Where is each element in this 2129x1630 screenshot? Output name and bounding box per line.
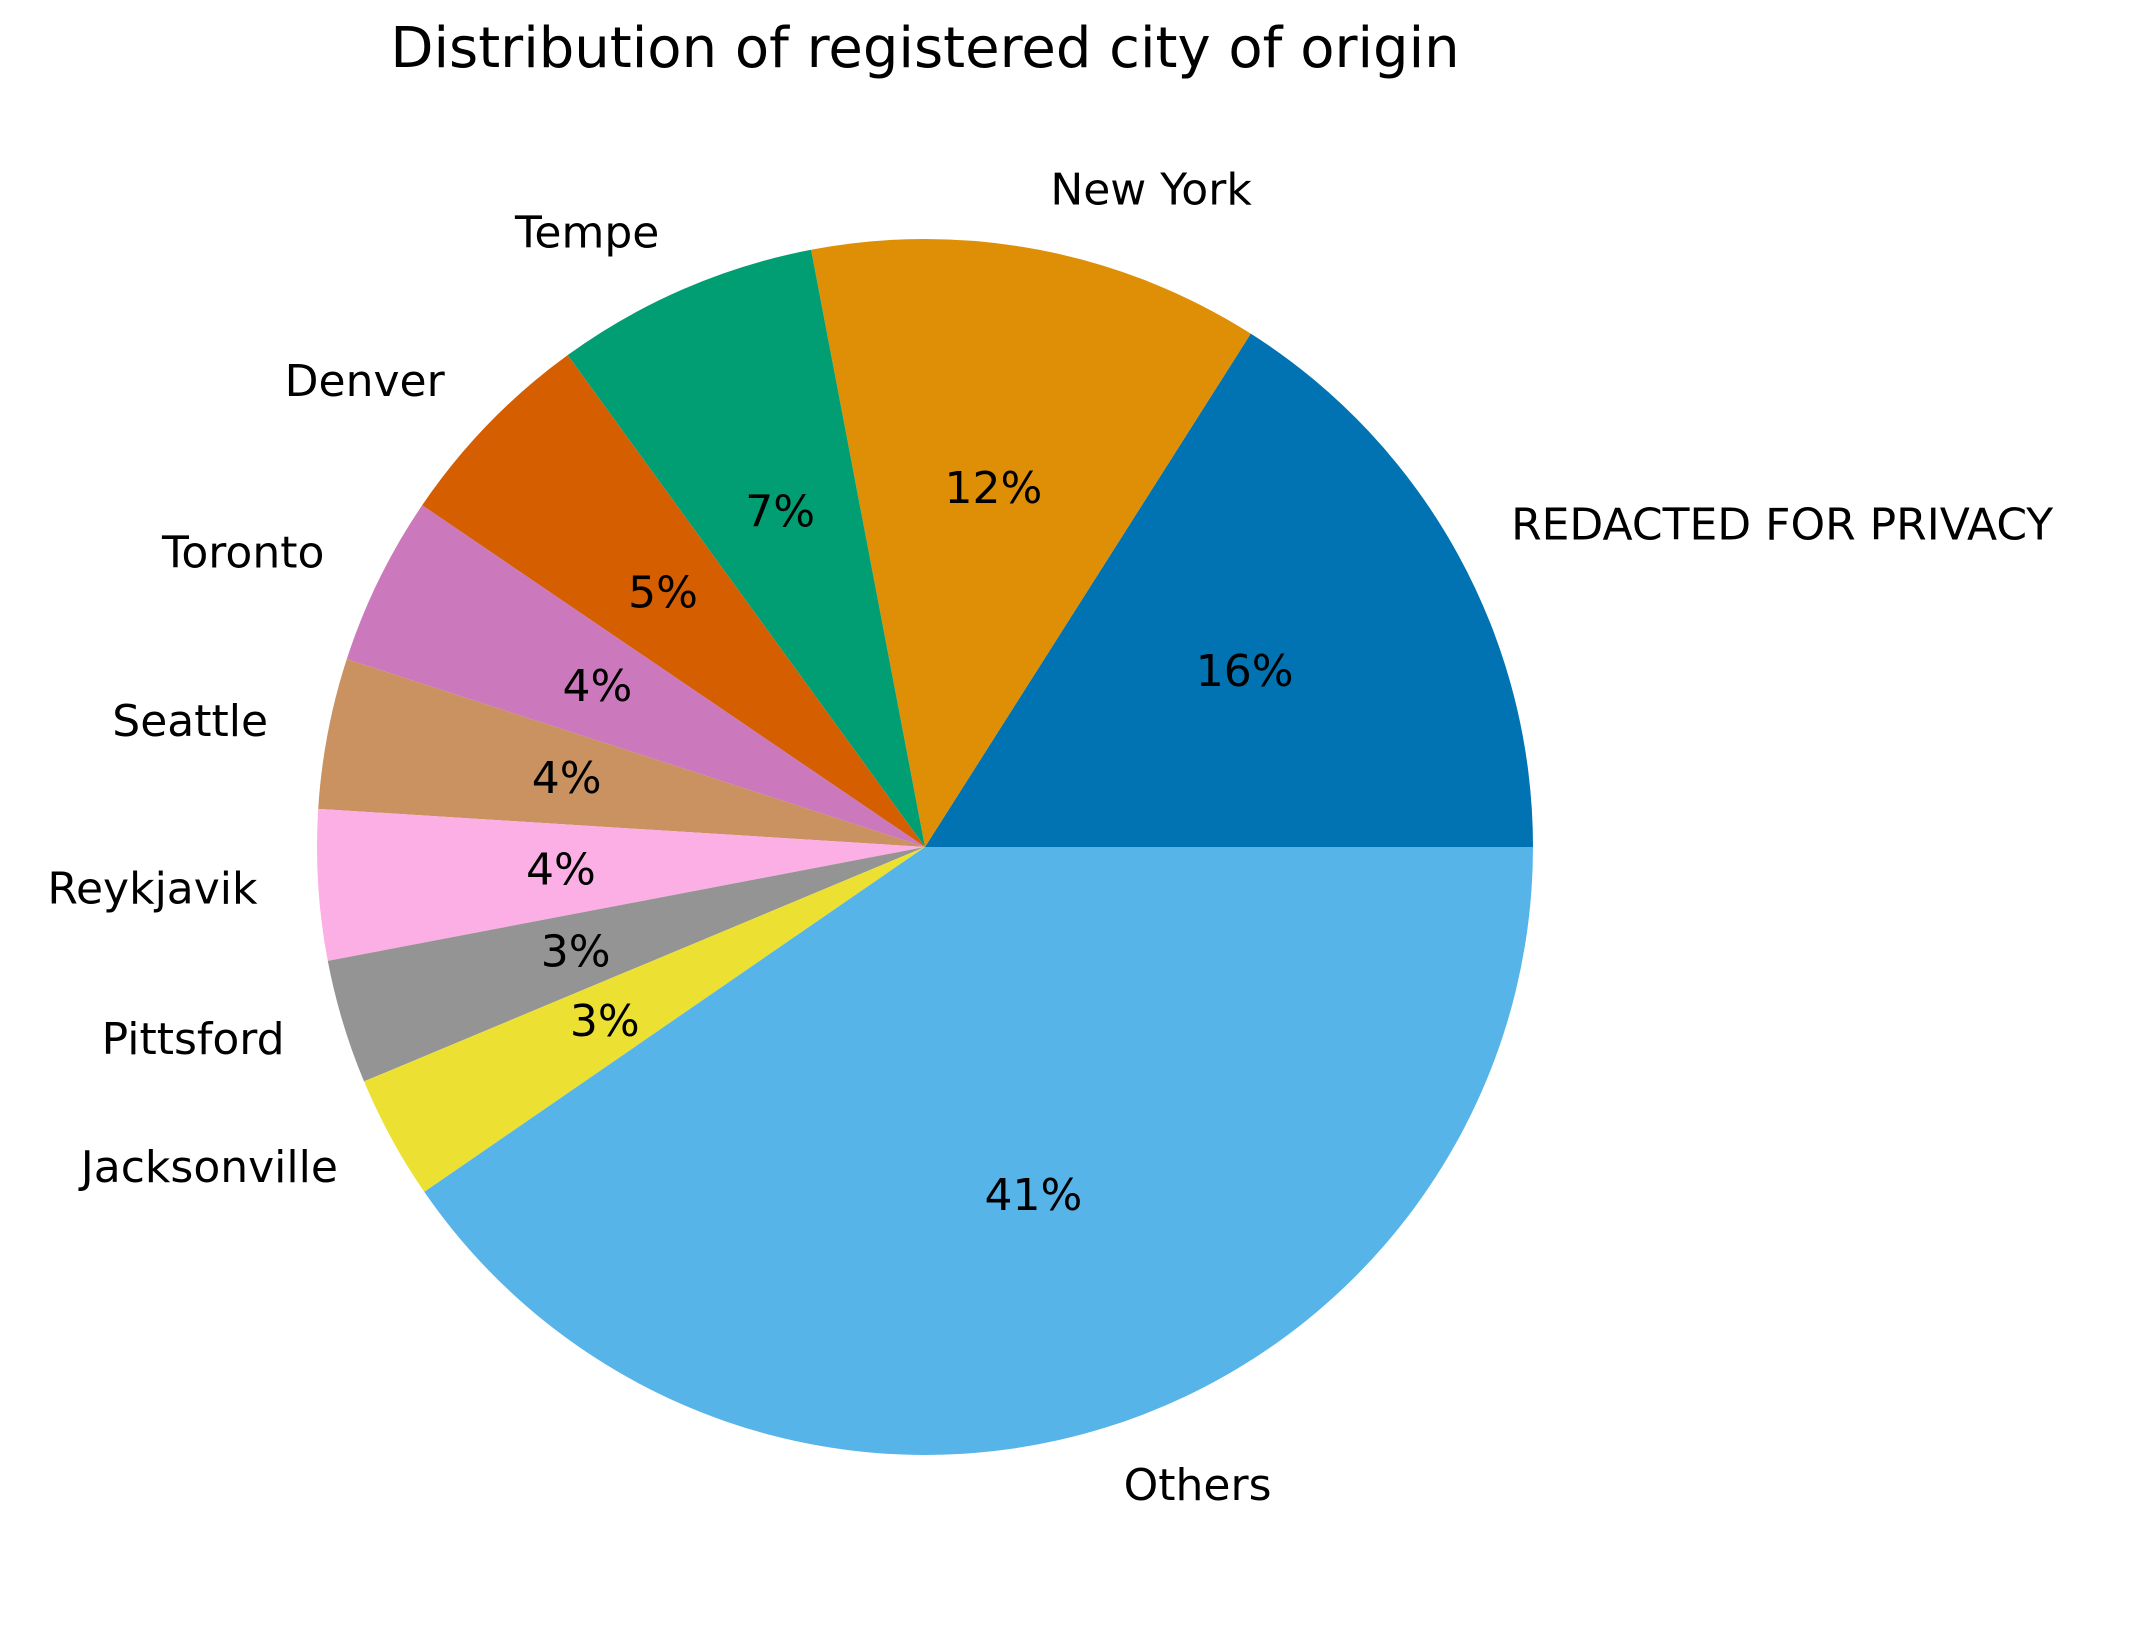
pie-slice-redacted-for-privacy	[925, 333, 1533, 847]
slice-percent-redacted-for-privacy: 16%	[1196, 646, 1294, 697]
slice-label-pittsford: Pittsford	[102, 1014, 285, 1065]
pie-slice-toronto	[346, 505, 925, 847]
slice-label-tempe: Tempe	[514, 208, 659, 259]
pie-slice-tempe	[567, 249, 925, 847]
slice-label-redacted-for-privacy: REDACTED FOR PRIVACY	[1511, 499, 2053, 550]
slice-percent-reykjavik: 4%	[526, 844, 596, 895]
pie-slice-new-york	[811, 238, 1251, 847]
pie-slice-pittsford	[327, 847, 925, 1082]
slice-percent-others: 41%	[984, 1170, 1082, 1221]
pie-slice-others	[424, 847, 1533, 1455]
pie-slice-denver	[422, 355, 925, 847]
slice-label-new-york: New York	[1050, 165, 1252, 216]
slice-label-jacksonville: Jacksonville	[78, 1142, 338, 1193]
slice-percent-denver: 5%	[628, 568, 698, 619]
chart-title: Distribution of registered city of origi…	[390, 16, 1459, 81]
slice-percent-seattle: 4%	[532, 753, 602, 804]
slice-label-others: Others	[1124, 1460, 1272, 1511]
slice-label-toronto: Toronto	[161, 527, 324, 578]
slice-label-seattle: Seattle	[112, 696, 268, 747]
pie-slice-seattle	[318, 659, 926, 847]
pie-slice-jacksonville	[364, 847, 925, 1192]
pie-slice-reykjavik	[317, 808, 925, 961]
slice-label-reykjavik: Reykjavik	[47, 863, 258, 914]
pie-labels: REDACTED FOR PRIVACY 16% New York 12% Tempe 7…	[47, 165, 2053, 1512]
pie-slices	[317, 238, 1533, 1455]
slice-percent-toronto: 4%	[562, 661, 632, 712]
slice-percent-pittsford: 3%	[541, 927, 611, 978]
slice-label-denver: Denver	[285, 356, 446, 407]
slice-percent-tempe: 7%	[745, 487, 815, 538]
slice-percent-jacksonville: 3%	[570, 996, 640, 1047]
slice-percent-new-york: 12%	[944, 463, 1042, 514]
